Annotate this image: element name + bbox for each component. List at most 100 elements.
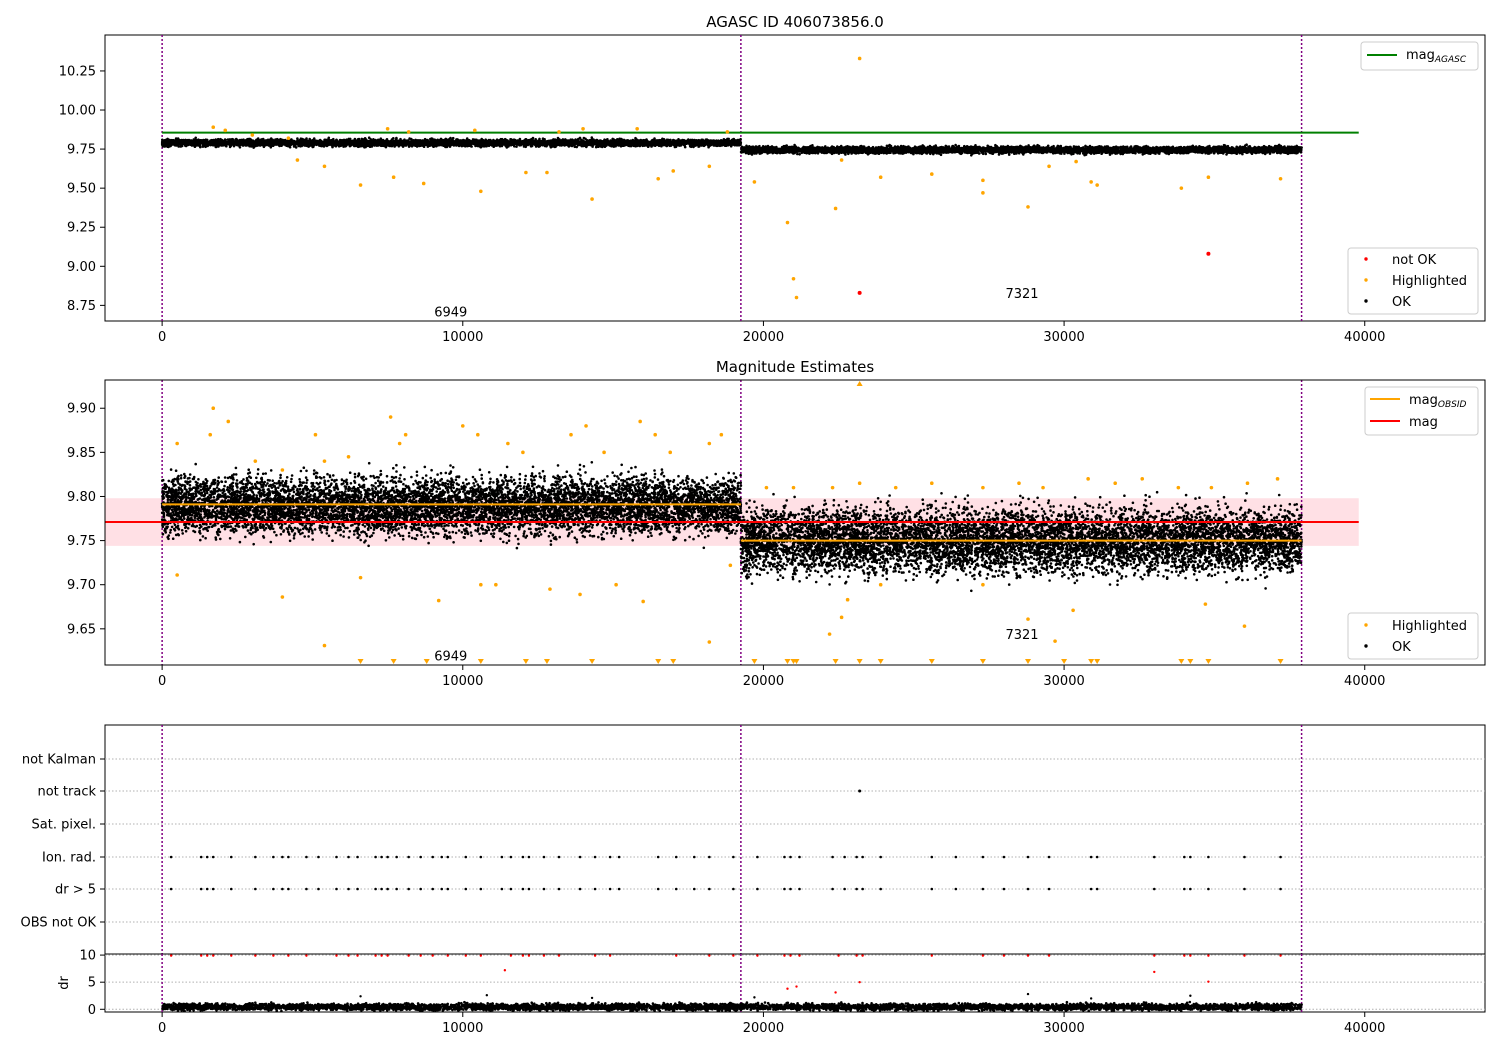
x-tick-label-4: 40000	[1344, 330, 1385, 345]
highlighted-high-39	[1275, 477, 1280, 481]
clipped-low-4	[522, 659, 529, 664]
dr-tick-label-2: 10	[79, 949, 96, 964]
obs-label-0: 6949	[434, 306, 467, 321]
highlighted-point-41	[839, 158, 844, 162]
clipped-low-7	[655, 659, 662, 664]
x-tick-label-1: 10000	[442, 674, 483, 689]
highlighted-point-14	[545, 170, 549, 175]
flag-label-4: dr > 5	[55, 883, 96, 898]
highlighted-point-31	[981, 178, 985, 183]
dr-red-5	[1153, 970, 1156, 974]
flag-4-8	[287, 887, 290, 891]
flag-label-1: not track	[37, 785, 96, 800]
dr-clipped-6	[272, 954, 275, 957]
dr-red-0	[503, 969, 507, 972]
legend-mag-agasc: magAGASC	[1406, 48, 1467, 65]
x-tick-label-3: 30000	[1043, 330, 1084, 345]
highlighted-point-9	[406, 130, 411, 134]
highlighted-high-26	[830, 485, 835, 490]
panel-flags: not Kalman not track Sat. pixel. Ion. rad. d…	[21, 724, 1486, 955]
dr-clipped-12	[374, 954, 377, 957]
flag-4-47	[861, 887, 864, 891]
flag-3-56	[1095, 855, 1099, 859]
panel-mag-legend-bottom: Highlighted OK	[1347, 612, 1479, 660]
highlighted-low-10	[641, 599, 645, 604]
dr-clipped-30	[732, 954, 735, 957]
flag-4-54	[1047, 887, 1051, 891]
flag-4-15	[380, 887, 383, 891]
not-ok-point-0	[857, 290, 862, 295]
x-tick-label-3: 30000	[1043, 1021, 1084, 1036]
flag-3-9	[305, 855, 308, 859]
dr-clipped-16	[419, 954, 422, 957]
dr-clipped-15	[407, 954, 410, 957]
flag-label-2: Sat. pixel.	[32, 818, 96, 833]
highlighted-point-16	[581, 126, 585, 131]
dr-red-6	[1207, 980, 1210, 983]
highlighted-high-13	[476, 432, 480, 437]
dr-red-1	[786, 987, 789, 990]
flag-4-9	[305, 887, 308, 891]
highlighted-low-9	[614, 582, 618, 587]
highlighted-high-5	[280, 468, 285, 472]
dr-clipped-14	[386, 954, 389, 957]
flag-4-52	[1002, 887, 1006, 891]
flag-3-53	[1026, 855, 1030, 859]
highlighted-point-38	[1179, 186, 1184, 190]
flag-3-23	[464, 855, 468, 859]
highlighted-point-24	[785, 220, 790, 225]
p2-y-tick-label-2: 9.75	[67, 534, 96, 549]
flag-3-28	[527, 855, 531, 859]
x-tick-label-4: 40000	[1344, 1021, 1385, 1036]
flag-4-42	[789, 887, 792, 891]
dr-clipped-37	[861, 954, 864, 957]
flag-3-34	[617, 855, 621, 859]
flag-4-60	[1207, 887, 1210, 891]
dr-clipped-18	[446, 954, 449, 957]
flag-4-48	[879, 887, 882, 891]
flag-3-11	[335, 855, 338, 859]
panel-agasc-y-axis: 8.75 9.00 9.25 9.50 9.75 10.00 10.25	[59, 64, 105, 314]
clipped-low-23	[1187, 659, 1194, 664]
highlighted-high-10	[397, 441, 402, 446]
clipped-low-16	[928, 659, 935, 664]
flag-4-2	[205, 887, 209, 891]
panel-mag-y-axis: 9.65 9.70 9.75 9.80 9.85 9.90	[67, 402, 105, 637]
flag-4-24	[479, 887, 483, 891]
flag-3-17	[395, 855, 398, 859]
highlighted-high-27	[857, 481, 862, 486]
flag-4-22	[446, 887, 450, 891]
panel-flags-y-axis: not Kalman not track Sat. pixel. Ion. rad. d…	[21, 753, 1485, 931]
highlighted-high-19	[638, 419, 642, 424]
flag-4-45	[843, 887, 846, 891]
p1-y-tick-label-4: 9.75	[67, 143, 96, 158]
panel-agasc: AGASC ID 406073856.0 8.75 9.00 9.25 9.50 9.7…	[59, 13, 1486, 345]
highlighted-point-37	[1095, 183, 1099, 187]
panel-dr-frame	[104, 953, 1486, 1013]
highlighted-low-18	[1026, 617, 1030, 621]
dr-clipped-5	[254, 954, 257, 957]
panel-agasc-legend-top: magAGASC	[1360, 41, 1479, 71]
p2-y-tick-label-4: 9.85	[67, 446, 96, 461]
dr-clipped-27	[608, 954, 612, 957]
highlighted-high-0	[175, 441, 179, 446]
dr-clipped-25	[557, 954, 561, 957]
flag-4-34	[617, 887, 621, 891]
clipped-low-25	[1277, 659, 1284, 664]
highlighted-point-28	[857, 56, 862, 61]
flag-3-44	[831, 855, 834, 859]
highlighted-low-13	[827, 632, 832, 636]
highlighted-point-32	[981, 191, 985, 195]
dr-black-5	[1089, 997, 1093, 1000]
x-tick-label-0: 0	[158, 330, 166, 345]
panel-agasc-x-axis: 0 10000 20000 30000 40000	[158, 321, 1385, 345]
ok-points-1	[739, 143, 1303, 157]
clipped-low-9	[751, 659, 758, 664]
dr-black-3	[753, 996, 756, 999]
dr-clipped-1	[200, 954, 203, 957]
dr-clipped-22	[521, 954, 525, 957]
dr-clipped-42	[1047, 954, 1051, 957]
panel-dr-x-axis: 0 10000 20000 30000 40000	[158, 1012, 1385, 1036]
panel-agasc-legend-bottom: not OK Highlighted OK	[1347, 247, 1479, 315]
dr-clipped-36	[855, 954, 858, 957]
